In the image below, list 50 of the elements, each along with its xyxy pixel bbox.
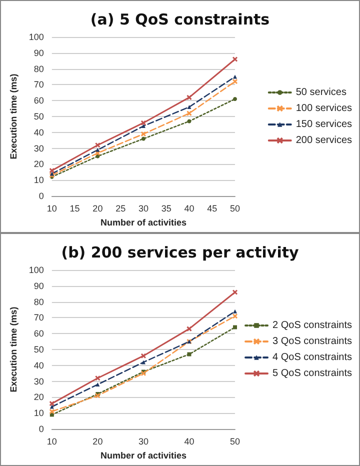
y-tick-label: 10 bbox=[34, 408, 44, 418]
y-tick-label: 0 bbox=[38, 191, 44, 201]
y-tick-label: 90 bbox=[34, 48, 44, 58]
legend-label: 150 services bbox=[296, 119, 352, 130]
y-tick-label: 60 bbox=[34, 96, 44, 106]
x-tick-label: 25 bbox=[116, 204, 126, 214]
x-tick-label: 15 bbox=[70, 204, 80, 214]
y-tick-label: 70 bbox=[34, 80, 44, 90]
x-tick-label: 50 bbox=[230, 204, 240, 214]
y-tick-label: 90 bbox=[34, 280, 44, 291]
x-tick-label: 20 bbox=[92, 204, 103, 214]
x-tick-label: 30 bbox=[138, 204, 148, 214]
x-axis-title: Number of activities bbox=[100, 217, 186, 228]
y-tick-label: 80 bbox=[34, 296, 44, 307]
legend-label: 5 QoS constraints bbox=[272, 368, 352, 379]
x-tick-label: 30 bbox=[138, 436, 148, 446]
y-tick-label: 40 bbox=[34, 127, 44, 138]
x-tick-label: 45 bbox=[207, 204, 218, 214]
y-tick-label: 40 bbox=[34, 360, 44, 370]
y-tick-label: 10 bbox=[34, 175, 44, 186]
legend-label: 200 services bbox=[296, 135, 352, 146]
y-tick-label: 60 bbox=[34, 328, 44, 339]
x-axis-title: Number of activities bbox=[100, 450, 186, 460]
legend-label: 2 QoS constraints bbox=[272, 320, 352, 331]
legend-label: 50 services bbox=[296, 87, 346, 98]
legend-label: 4 QoS constraints bbox=[272, 352, 352, 363]
y-tick-label: 0 bbox=[38, 424, 44, 434]
y-axis-title: Execution time (ms) bbox=[8, 74, 18, 160]
y-tick-label: 20 bbox=[34, 392, 44, 402]
y-tick-label: 100 bbox=[28, 32, 44, 42]
y-tick-label: 80 bbox=[34, 64, 44, 74]
legend-label: 3 QoS constraints bbox=[272, 336, 352, 347]
x-tick-label: 40 bbox=[184, 436, 194, 446]
chart-title: (a) 5 QoS constraints bbox=[90, 10, 270, 28]
y-tick-label: 50 bbox=[34, 112, 44, 122]
x-tick-label: 10 bbox=[46, 436, 57, 446]
y-tick-label: 30 bbox=[34, 143, 44, 154]
y-tick-label: 70 bbox=[34, 312, 44, 323]
y-axis-title: Execution time (ms) bbox=[8, 306, 18, 392]
y-tick-label: 30 bbox=[34, 376, 44, 386]
x-tick-label: 40 bbox=[184, 204, 194, 214]
x-tick-label: 35 bbox=[161, 204, 172, 214]
x-tick-label: 20 bbox=[92, 436, 103, 446]
y-tick-label: 50 bbox=[34, 344, 44, 354]
x-tick-label: 10 bbox=[46, 204, 57, 214]
y-tick-label: 20 bbox=[34, 159, 44, 170]
y-tick-label: 100 bbox=[28, 265, 44, 275]
legend-label: 100 services bbox=[296, 103, 352, 114]
x-tick-label: 50 bbox=[230, 436, 240, 446]
chart-title: (b) 200 services per activity bbox=[61, 244, 299, 262]
